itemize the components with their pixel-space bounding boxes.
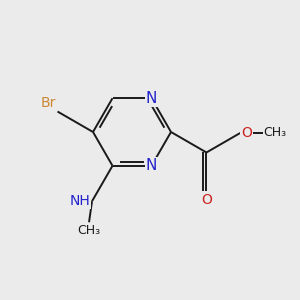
- Text: NH: NH: [70, 194, 91, 208]
- Text: N: N: [146, 91, 157, 106]
- Text: CH₃: CH₃: [77, 224, 101, 237]
- Text: Br: Br: [41, 96, 56, 110]
- Text: O: O: [201, 193, 212, 207]
- Text: O: O: [241, 126, 252, 140]
- Text: N: N: [146, 158, 157, 173]
- Text: CH₃: CH₃: [264, 127, 287, 140]
